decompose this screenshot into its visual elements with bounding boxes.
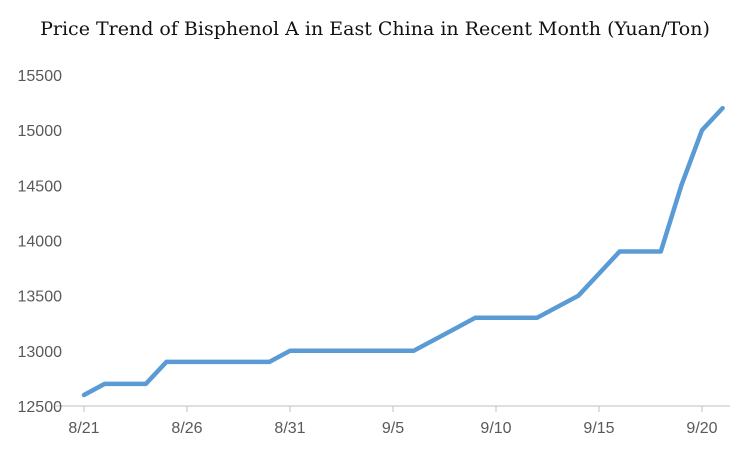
x-tick-label: 8/26 xyxy=(171,420,202,437)
chart-title: Price Trend of Bisphenol A in East China… xyxy=(40,18,710,40)
y-tick-label: 15500 xyxy=(18,68,63,85)
x-tick-label: 9/5 xyxy=(382,420,404,437)
x-tick-label: 8/21 xyxy=(68,420,99,437)
y-tick-label: 14000 xyxy=(18,234,63,251)
x-tick-label: 8/31 xyxy=(274,420,305,437)
y-tick-label: 15000 xyxy=(18,123,63,140)
y-tick-label: 14500 xyxy=(18,178,63,195)
x-tick-label: 9/20 xyxy=(686,420,717,437)
x-tick-label: 9/10 xyxy=(480,420,511,437)
y-tick-label: 13500 xyxy=(18,289,63,306)
series-line xyxy=(81,105,725,398)
y-tick-label: 12500 xyxy=(18,399,63,416)
y-tick-label: 13000 xyxy=(18,344,63,361)
x-tick-label: 9/15 xyxy=(583,420,614,437)
